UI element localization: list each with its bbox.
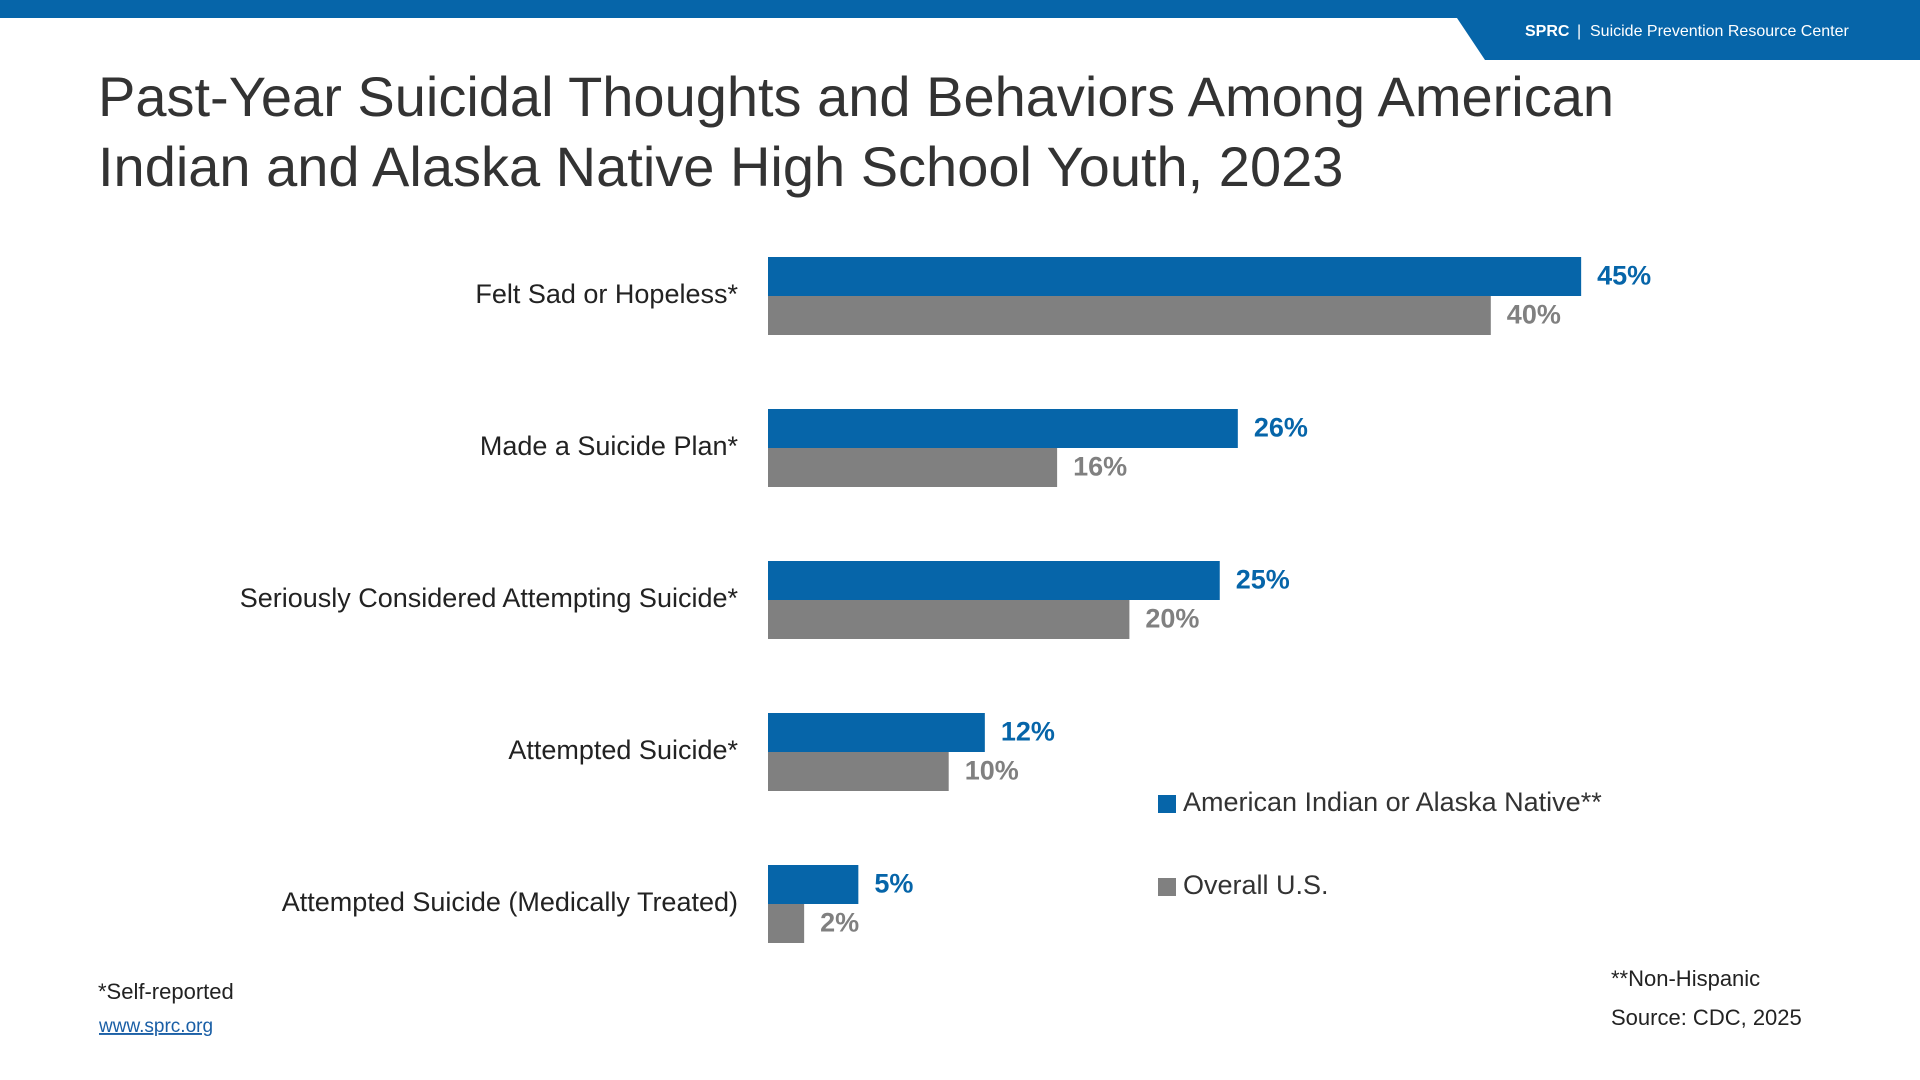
header-tab (1457, 18, 1920, 60)
bar (768, 409, 1238, 448)
value-label: 10% (965, 756, 1019, 786)
value-label: 16% (1073, 452, 1127, 482)
category-label: Attempted Suicide* (508, 735, 738, 765)
category-label: Attempted Suicide (Medically Treated) (282, 887, 738, 917)
value-label: 12% (1001, 717, 1055, 747)
legend-swatch (1158, 795, 1176, 813)
bar (768, 713, 985, 752)
source: Source: CDC, 2025 (1611, 1005, 1802, 1030)
legend-label: Overall U.S. (1183, 870, 1329, 900)
top-bar (0, 0, 1920, 18)
value-label: 2% (820, 908, 859, 938)
chart-title: Past-Year Suicidal Thoughts and Behavior… (98, 65, 1615, 198)
header-org: SPRC (1525, 23, 1570, 40)
category-label: Seriously Considered Attempting Suicide* (240, 583, 739, 613)
value-label: 45% (1597, 261, 1651, 291)
bar (768, 561, 1220, 600)
category-label: Made a Suicide Plan* (480, 431, 739, 461)
category-label: Felt Sad or Hopeless* (475, 279, 738, 309)
footnote: **Non-Hispanic (1611, 966, 1760, 991)
value-label: 20% (1145, 604, 1199, 634)
value-label: 40% (1507, 300, 1561, 330)
value-label: 5% (874, 869, 913, 899)
value-label: 25% (1236, 565, 1290, 595)
value-label: 26% (1254, 413, 1308, 443)
bar (768, 752, 949, 791)
link[interactable]: www.sprc.org (98, 1016, 213, 1037)
bar (768, 448, 1058, 487)
legend-swatch (1158, 878, 1176, 896)
bar (768, 904, 805, 943)
footnote: *Self-reported (98, 979, 234, 1004)
bar (768, 296, 1491, 335)
bar (768, 865, 859, 904)
header-separator: | (1577, 23, 1581, 40)
bar (768, 600, 1130, 639)
legend-label: American Indian or Alaska Native** (1183, 787, 1602, 817)
header-name: Suicide Prevention Resource Center (1590, 23, 1849, 40)
bar (768, 257, 1582, 296)
